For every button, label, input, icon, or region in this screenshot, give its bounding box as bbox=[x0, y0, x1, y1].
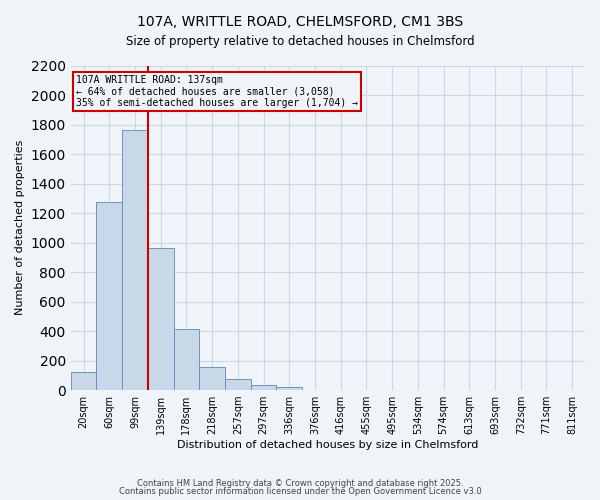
Y-axis label: Number of detached properties: Number of detached properties bbox=[15, 140, 25, 316]
Text: 107A WRITTLE ROAD: 137sqm
← 64% of detached houses are smaller (3,058)
35% of se: 107A WRITTLE ROAD: 137sqm ← 64% of detac… bbox=[76, 75, 358, 108]
Bar bbox=[173, 329, 199, 390]
X-axis label: Distribution of detached houses by size in Chelmsford: Distribution of detached houses by size … bbox=[177, 440, 479, 450]
Text: Size of property relative to detached houses in Chelmsford: Size of property relative to detached ho… bbox=[125, 35, 475, 48]
Text: Contains HM Land Registry data © Crown copyright and database right 2025.: Contains HM Land Registry data © Crown c… bbox=[137, 478, 463, 488]
Bar bbox=[71, 372, 97, 390]
Bar bbox=[97, 202, 122, 390]
Bar bbox=[251, 385, 277, 390]
Bar bbox=[122, 130, 148, 390]
Text: Contains public sector information licensed under the Open Government Licence v3: Contains public sector information licen… bbox=[119, 487, 481, 496]
Bar bbox=[225, 379, 251, 390]
Text: 107A, WRITTLE ROAD, CHELMSFORD, CM1 3BS: 107A, WRITTLE ROAD, CHELMSFORD, CM1 3BS bbox=[137, 15, 463, 29]
Bar bbox=[199, 367, 225, 390]
Bar bbox=[277, 387, 302, 390]
Bar bbox=[148, 248, 173, 390]
